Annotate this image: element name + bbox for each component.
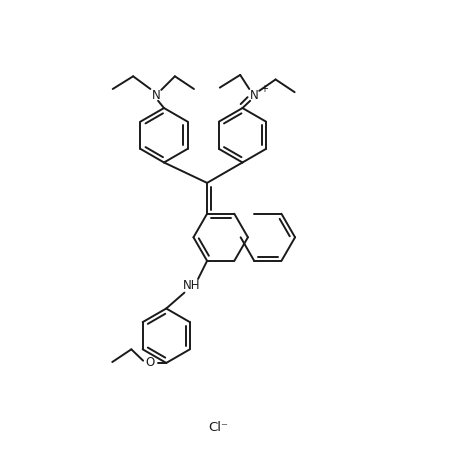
Text: +: + bbox=[260, 83, 268, 94]
Text: O: O bbox=[146, 356, 155, 369]
Text: Cl⁻: Cl⁻ bbox=[208, 421, 228, 434]
Text: N: N bbox=[249, 89, 258, 102]
Text: N: N bbox=[152, 89, 160, 102]
Text: NH: NH bbox=[182, 279, 200, 292]
